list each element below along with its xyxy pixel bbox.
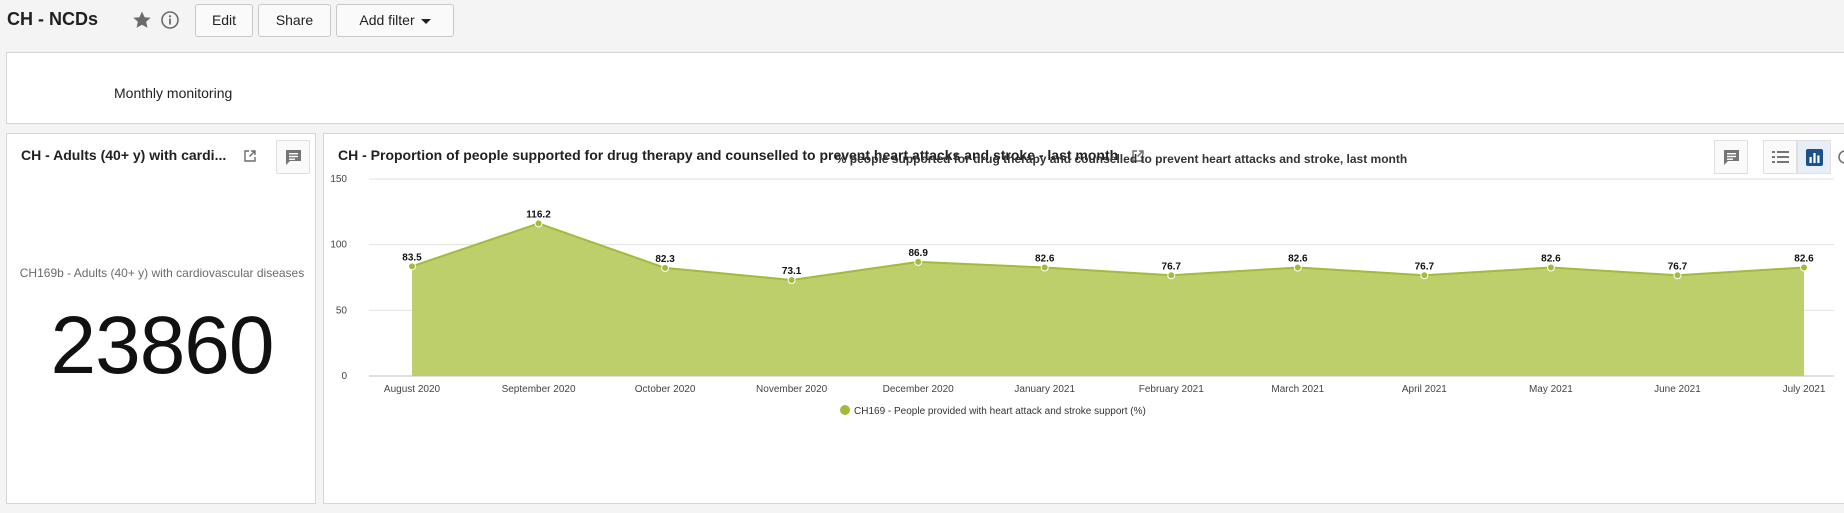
y-tick-label: 100	[330, 240, 347, 251]
data-point	[1546, 263, 1555, 272]
data-label: 82.6	[1288, 254, 1308, 265]
kpi-card-title[interactable]: CH - Adults (40+ y) with cardi...	[21, 147, 227, 163]
data-point	[1673, 271, 1682, 280]
data-label: 116.2	[526, 209, 551, 220]
chart-title: % people supported for drug therapy and …	[836, 152, 1407, 166]
data-point	[787, 275, 796, 284]
x-tick-label: February 2021	[1139, 384, 1204, 395]
data-label: 82.6	[1794, 254, 1814, 265]
add-filter-label: Add filter	[359, 12, 415, 28]
share-button[interactable]: Share	[258, 4, 331, 37]
area-chart: % people supported for drug therapy and …	[330, 152, 1834, 417]
chart-card: CH - Proportion of people supported for …	[323, 133, 1844, 504]
y-tick-label: 150	[330, 174, 347, 185]
data-point	[534, 219, 543, 228]
x-tick-label: November 2020	[756, 384, 828, 395]
list-icon	[1772, 151, 1789, 163]
x-tick-label: January 2021	[1014, 384, 1075, 395]
series-line	[411, 222, 1805, 282]
x-tick-label: July 2021	[1783, 384, 1826, 395]
star-icon[interactable]	[132, 10, 152, 30]
data-label: 83.5	[402, 252, 422, 263]
data-point	[1167, 271, 1176, 280]
kpi-card: CH - Adults (40+ y) with cardi... CH169b…	[6, 133, 316, 504]
data-label: 76.7	[1415, 261, 1435, 272]
data-label: 82.6	[1035, 254, 1055, 265]
x-tick-label: June 2021	[1654, 384, 1701, 395]
data-label: 82.3	[655, 254, 675, 265]
open-external-icon[interactable]	[1131, 149, 1145, 163]
text-card-content: Monthly monitoring	[114, 85, 233, 101]
table-view-button[interactable]	[1763, 140, 1797, 174]
data-label: 76.7	[1162, 261, 1182, 272]
comment-icon	[1724, 150, 1739, 165]
data-label: 86.9	[908, 248, 928, 259]
legend-swatch	[840, 405, 850, 415]
x-tick-label: March 2021	[1271, 384, 1324, 395]
text-card: Monthly monitoring	[6, 52, 1844, 124]
dashboard-header: CH - NCDs Edit Share Add filter	[0, 0, 1844, 44]
comment-button[interactable]	[276, 140, 310, 174]
caret-down-icon	[420, 18, 431, 24]
kpi-label: CH169b - Adults (40+ y) with cardiovascu…	[19, 266, 305, 280]
x-tick-label: August 2020	[384, 384, 441, 395]
x-tick-label: September 2020	[502, 384, 576, 395]
x-tick-label: April 2021	[1402, 384, 1447, 395]
data-point	[1420, 271, 1429, 280]
y-tick-label: 50	[336, 305, 348, 316]
legend-label: CH169 - People provided with heart attac…	[854, 406, 1146, 417]
data-label: 82.6	[1541, 254, 1561, 265]
chart-view-button[interactable]	[1797, 140, 1831, 174]
data-label: 73.1	[782, 266, 802, 277]
bar-chart-icon	[1806, 149, 1823, 166]
add-filter-button[interactable]: Add filter	[336, 4, 454, 37]
x-tick-label: May 2021	[1529, 384, 1573, 395]
x-tick-label: December 2020	[883, 384, 955, 395]
data-point	[914, 257, 923, 266]
data-label: 76.7	[1668, 261, 1688, 272]
more-icon[interactable]	[1837, 149, 1844, 165]
info-icon[interactable]	[160, 10, 180, 30]
comment-icon	[286, 150, 301, 165]
data-point	[408, 262, 416, 271]
data-point	[661, 263, 670, 272]
x-tick-label: October 2020	[635, 384, 696, 395]
y-tick-label: 0	[341, 371, 347, 382]
edit-button[interactable]: Edit	[195, 4, 253, 37]
chart-card-title[interactable]: CH - Proportion of people supported for …	[338, 147, 1119, 163]
comment-button[interactable]	[1714, 140, 1748, 174]
series-area	[412, 223, 1804, 376]
dashboard-title: CH - NCDs	[7, 9, 99, 29]
data-point	[1800, 263, 1808, 272]
open-external-icon[interactable]	[243, 149, 257, 163]
kpi-value: 23860	[50, 300, 274, 391]
data-point	[1040, 263, 1049, 272]
data-point	[1293, 263, 1302, 272]
